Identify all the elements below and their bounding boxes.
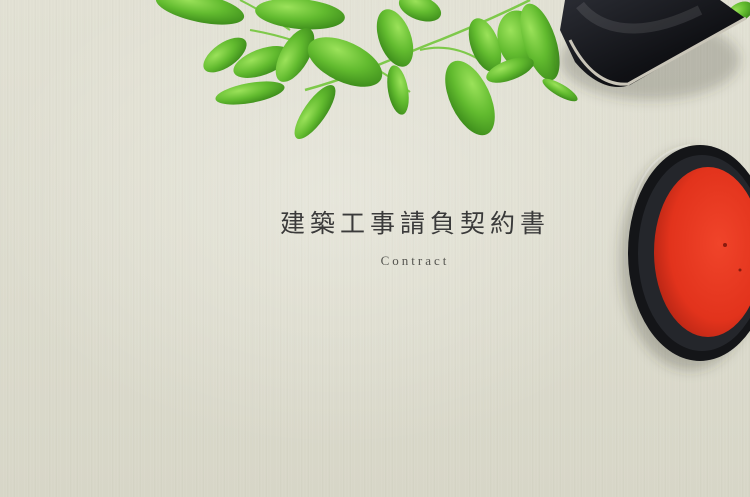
leaf-sprig bbox=[155, 0, 750, 139]
contract-title: 建築工事請負契約書 bbox=[279, 209, 550, 238]
stamp-case bbox=[560, 0, 747, 100]
contract-subtitle: Contract bbox=[380, 253, 450, 268]
ink-pad bbox=[620, 144, 750, 370]
title-block: 建築工事請負契約書 Contract bbox=[220, 205, 610, 269]
